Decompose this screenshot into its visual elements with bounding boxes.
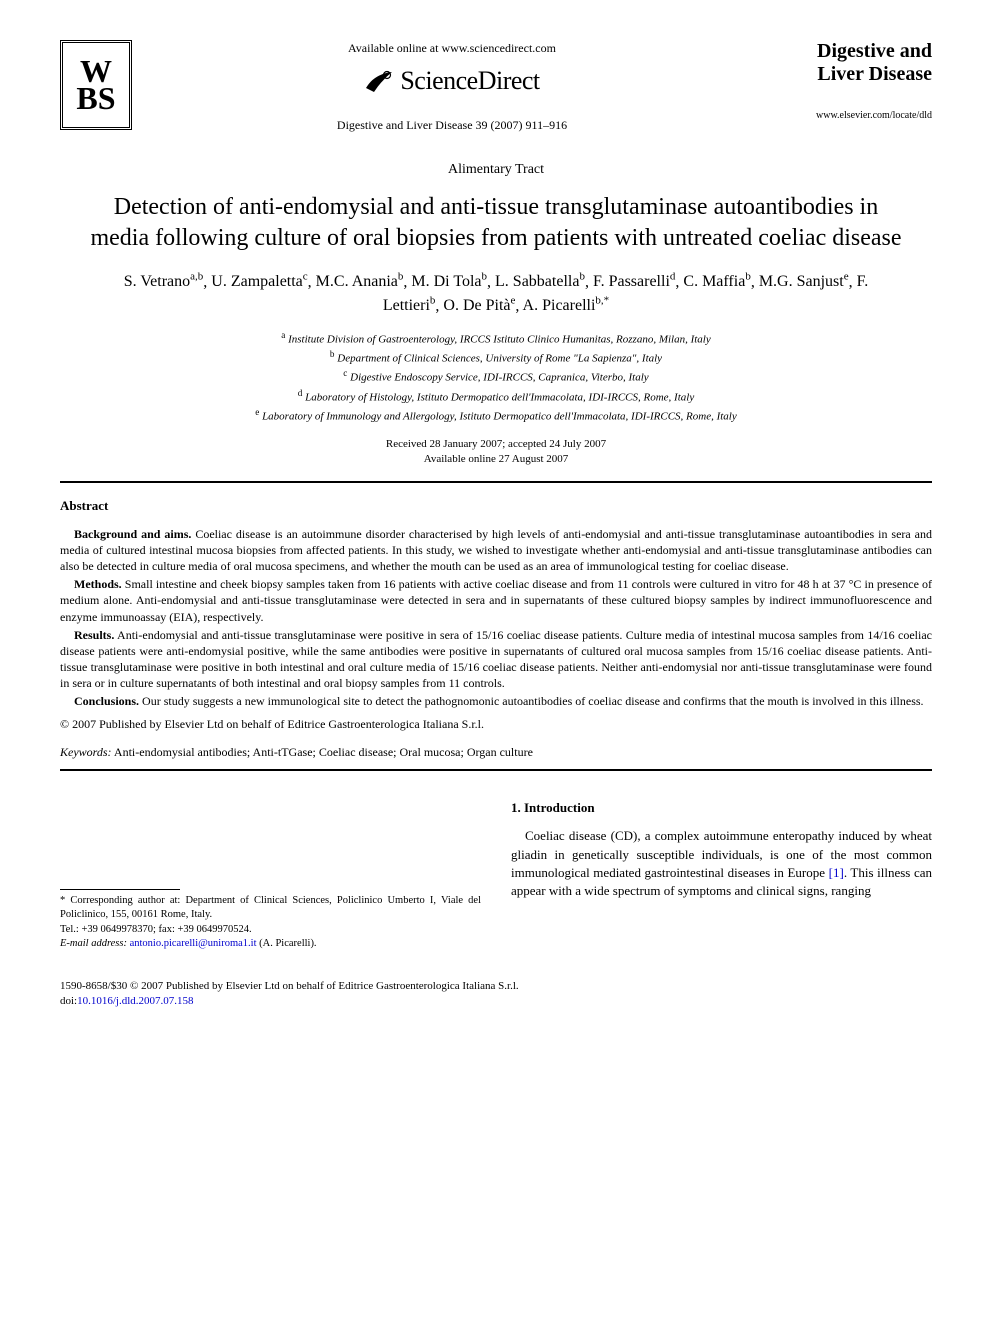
corresponding-author-footnote: * Corresponding author at: Department of… <box>60 894 481 951</box>
article-title: Detection of anti-endomysial and anti-ti… <box>60 192 932 254</box>
publisher-logo-text: WBS <box>76 58 115 112</box>
author: M.C. Ananiab <box>316 273 404 290</box>
sciencedirect-text: ScienceDirect <box>400 63 539 99</box>
abstract-heading: Abstract <box>60 497 932 515</box>
footnote-rule <box>60 889 180 890</box>
email-link[interactable]: antonio.picarelli@uniroma1.it <box>130 938 257 949</box>
author: M. Di Tolab <box>411 273 487 290</box>
affiliation: a Institute Division of Gastroenterology… <box>60 329 932 348</box>
affiliation: b Department of Clinical Sciences, Unive… <box>60 348 932 367</box>
tel-value: +39 0649978370; <box>81 924 155 935</box>
article-dates: Received 28 January 2007; accepted 24 Ju… <box>60 437 932 468</box>
center-header: Available online at www.sciencedirect.co… <box>132 40 772 152</box>
author: C. Maffiab <box>683 273 750 290</box>
author: F. Passarellid <box>593 273 675 290</box>
author: M.G. Sanjuste <box>759 273 849 290</box>
keywords-label: Keywords: <box>60 745 112 759</box>
divider-bottom <box>60 769 932 771</box>
divider-top <box>60 481 932 483</box>
right-column: 1. Introduction Coeliac disease (CD), a … <box>511 799 932 951</box>
affiliation: e Laboratory of Immunology and Allergolo… <box>60 406 932 425</box>
left-column: * Corresponding author at: Department of… <box>60 799 481 951</box>
abstract-section: Methods. Small intestine and cheek biops… <box>60 576 932 625</box>
publisher-header: WBS Available online at www.sciencedirec… <box>60 40 932 152</box>
introduction-paragraph: Coeliac disease (CD), a complex autoimmu… <box>511 827 932 900</box>
two-column-body: * Corresponding author at: Department of… <box>60 799 932 951</box>
available-online-date: Available online 27 August 2007 <box>60 452 932 467</box>
keywords-line: Keywords: Anti-endomysial antibodies; An… <box>60 744 932 761</box>
reference-link-1[interactable]: [1] <box>829 865 844 880</box>
abstract-copyright: © 2007 Published by Elsevier Ltd on beha… <box>60 716 932 733</box>
publisher-logo: WBS <box>60 40 132 130</box>
sciencedirect-icon <box>364 66 394 96</box>
authors-list: S. Vetranoa,b, U. Zampalettac, M.C. Anan… <box>60 270 932 317</box>
email-label: E-mail address: <box>60 938 127 949</box>
abstract-section: Conclusions. Our study suggests a new im… <box>60 693 932 709</box>
fax-value: +39 0649970524. <box>177 924 251 935</box>
affiliation: c Digestive Endoscopy Service, IDI-IRCCS… <box>60 367 932 386</box>
doi-label: doi: <box>60 995 77 1007</box>
abstract-section: Background and aims. Coeliac disease is … <box>60 526 932 575</box>
affiliations-list: a Institute Division of Gastroenterology… <box>60 329 932 424</box>
journal-url: www.elsevier.com/locate/dld <box>772 110 932 122</box>
corresponding-label: * Corresponding author at: <box>60 895 180 906</box>
page-footer: 1590-8658/$30 © 2007 Published by Elsevi… <box>60 979 932 1010</box>
section-label: Alimentary Tract <box>60 160 932 180</box>
tel-label: Tel.: <box>60 924 79 935</box>
keywords-text: Anti-endomysial antibodies; Anti-tTGase;… <box>114 745 533 759</box>
email-attribution: (A. Picarelli). <box>259 938 316 949</box>
received-accepted-date: Received 28 January 2007; accepted 24 Ju… <box>60 437 932 452</box>
abstract-section: Results. Anti-endomysial and anti-tissue… <box>60 627 932 692</box>
journal-name-line1: Digestive and <box>772 40 932 63</box>
author: L. Sabbatellab <box>495 273 585 290</box>
journal-name-line2: Liver Disease <box>772 63 932 86</box>
author: U. Zampalettac <box>211 273 307 290</box>
abstract-body: Background and aims. Coeliac disease is … <box>60 526 932 710</box>
doi-link[interactable]: 10.1016/j.dld.2007.07.158 <box>77 995 193 1007</box>
fax-label: fax: <box>159 924 175 935</box>
introduction-heading: 1. Introduction <box>511 799 932 817</box>
author: A. Picarellib,* <box>523 297 610 314</box>
journal-title-box: Digestive and Liver Disease www.elsevier… <box>772 40 932 122</box>
author: S. Vetranoa,b <box>124 273 204 290</box>
sciencedirect-brand: ScienceDirect <box>152 63 752 99</box>
affiliation: d Laboratory of Histology, Istituto Derm… <box>60 387 932 406</box>
available-online-text: Available online at www.sciencedirect.co… <box>152 40 752 57</box>
author: O. De Pitàe <box>443 297 515 314</box>
citation-line: Digestive and Liver Disease 39 (2007) 91… <box>152 117 752 134</box>
issn-copyright-line: 1590-8658/$30 © 2007 Published by Elsevi… <box>60 979 932 994</box>
